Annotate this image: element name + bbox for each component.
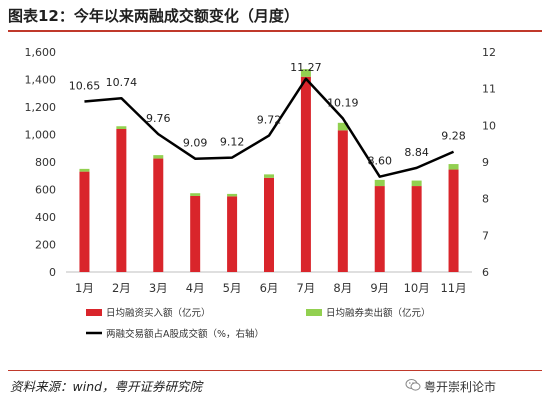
data-label-ratio: 9.76	[146, 112, 171, 125]
bar-securities-lending	[227, 193, 238, 197]
y-left-tick-label: 200	[35, 239, 56, 252]
y-right-tick-label: 9	[482, 156, 489, 169]
x-tick-label: 11月	[440, 281, 466, 295]
x-tick-label: 6月	[260, 281, 279, 295]
legend-swatch-financing	[86, 309, 102, 316]
bar-financing	[300, 76, 311, 272]
bar-securities-lending	[300, 69, 311, 77]
y-right-tick-label: 8	[482, 193, 489, 206]
brand-name: 粤开崇利论市	[424, 380, 497, 394]
x-tick-label: 5月	[223, 281, 242, 295]
footer-rule	[8, 370, 542, 371]
y-right-tick-label: 7	[482, 229, 489, 242]
bar-financing	[79, 171, 90, 272]
data-label-ratio: 8.84	[404, 146, 429, 159]
legend-label-financing: 日均融资买入额（亿元）	[106, 307, 211, 319]
bar-securities-lending	[116, 126, 127, 129]
x-tick-label: 1月	[75, 281, 94, 295]
chart: 0 200 400 600 800 1,000 1,200 1,400 1,600 6 7 8 9 10 1…	[25, 46, 497, 340]
x-tick-label: 10月	[404, 281, 430, 295]
bar-financing	[374, 186, 385, 272]
y-left-tick-label: 1,400	[25, 74, 57, 87]
source-note: 资料来源：wind，粤开证券研究院	[10, 379, 203, 394]
legend-label-ratio: 两融交易额占A股成交额（%，右轴）	[106, 328, 264, 340]
x-tick-label: 9月	[370, 281, 389, 295]
x-tick-label: 4月	[186, 281, 205, 295]
y-left-tick-label: 1,200	[25, 101, 57, 114]
bar-financing	[411, 186, 422, 272]
bar-financing	[448, 169, 459, 272]
y-left-tick-label: 1,600	[25, 46, 57, 59]
data-label-ratio: 9.72	[257, 114, 282, 127]
legend-label-securities-lending: 日均融券卖出额（亿元）	[326, 307, 431, 319]
y-right-tick-label: 12	[482, 46, 496, 59]
y-right-tick-label: 11	[482, 83, 496, 96]
data-label-ratio: 10.19	[327, 96, 359, 109]
y-left-tick-label: 600	[35, 184, 56, 197]
bar-securities-lending	[79, 168, 90, 172]
bar-securities-lending	[411, 180, 422, 187]
bar-financing	[264, 177, 274, 272]
bar-securities-lending	[448, 164, 459, 170]
bar-financing	[153, 158, 164, 272]
title-rule	[8, 30, 542, 32]
bar-financing	[190, 195, 201, 272]
x-tick-label: 2月	[112, 281, 131, 295]
x-tick-label: 3月	[149, 281, 168, 295]
data-label-ratio: 10.65	[69, 80, 101, 93]
bar-securities-lending	[153, 155, 164, 159]
bar-securities-lending	[264, 174, 274, 178]
x-tick-label: 7月	[296, 281, 315, 295]
y-left-tick-label: 800	[35, 156, 56, 169]
bar-financing	[116, 129, 127, 272]
y-right-tick-label: 6	[482, 266, 489, 279]
series-line-ratio	[84, 77, 455, 178]
data-label-ratio: 9.09	[183, 137, 208, 150]
bar-securities-lending	[374, 179, 385, 187]
y-left-tick-label: 400	[35, 211, 56, 224]
bar-securities-lending	[337, 122, 348, 131]
wechat-icon	[405, 379, 421, 391]
y-left-tick-label: 0	[49, 266, 56, 279]
y-right-tick-label: 10	[482, 119, 496, 132]
figure-title: 图表12：今年以来两融成交额变化（月度）	[8, 7, 299, 25]
data-label-ratio: 9.12	[220, 136, 245, 149]
data-label-ratio: 10.74	[106, 76, 138, 89]
data-label-ratio: 9.28	[441, 130, 466, 143]
x-tick-label: 8月	[333, 281, 352, 295]
bar-financing	[227, 196, 238, 272]
bar-securities-lending	[190, 193, 201, 196]
bar-financing	[337, 130, 348, 272]
y-left-tick-label: 1,000	[25, 129, 57, 142]
data-label-ratio: 11.27	[290, 61, 322, 74]
legend-swatch-securities-lending	[306, 309, 322, 316]
data-label-ratio: 8.60	[367, 155, 392, 168]
